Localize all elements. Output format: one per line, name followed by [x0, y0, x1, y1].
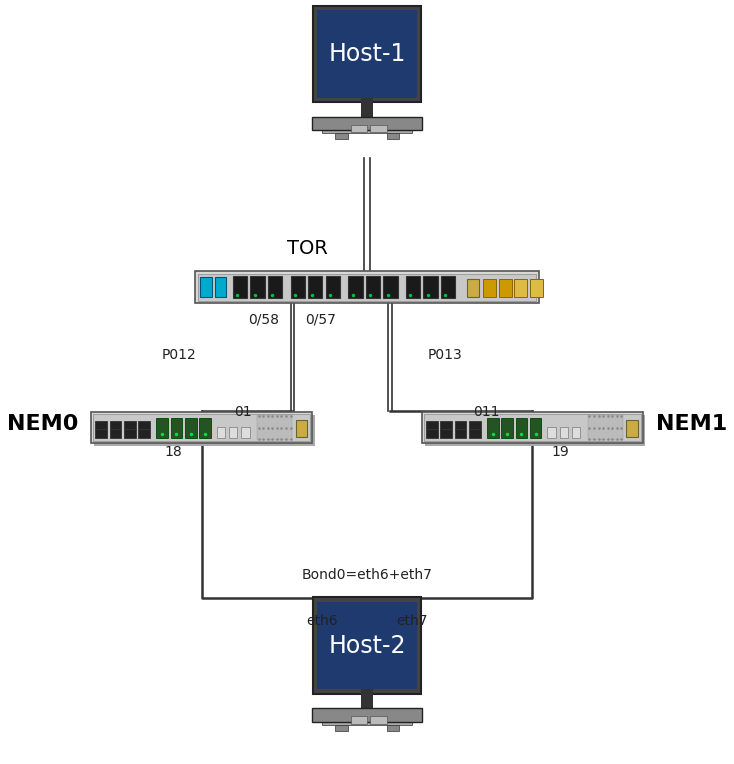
Bar	[515, 418, 527, 438]
Bar	[572, 427, 581, 438]
FancyBboxPatch shape	[422, 412, 643, 443]
Bar	[469, 420, 481, 429]
Bar	[257, 415, 292, 440]
Bar	[383, 277, 398, 298]
Bar	[348, 277, 363, 298]
FancyBboxPatch shape	[317, 11, 418, 98]
Text: NEM0: NEM0	[7, 414, 79, 434]
Bar	[559, 427, 568, 438]
Bar	[308, 277, 322, 298]
Bar	[326, 277, 340, 298]
Bar	[229, 427, 237, 438]
Bar	[469, 429, 481, 438]
Bar	[156, 418, 168, 438]
Bar	[487, 418, 498, 438]
Bar	[170, 418, 182, 438]
Text: 011: 011	[473, 406, 500, 419]
Bar	[361, 98, 373, 117]
FancyBboxPatch shape	[312, 117, 422, 130]
Bar	[530, 418, 542, 438]
Bar	[138, 429, 150, 438]
Bar	[124, 420, 136, 429]
Bar	[291, 277, 305, 298]
Bar	[626, 419, 638, 437]
FancyBboxPatch shape	[313, 6, 421, 102]
Bar	[233, 277, 247, 298]
Text: 01: 01	[234, 406, 252, 419]
FancyBboxPatch shape	[425, 415, 645, 446]
Bar	[424, 414, 641, 441]
Bar	[138, 420, 150, 429]
Bar	[185, 418, 197, 438]
FancyBboxPatch shape	[313, 597, 421, 694]
Bar	[440, 420, 452, 429]
Bar	[371, 125, 387, 132]
Bar	[440, 429, 452, 438]
Text: eth7: eth7	[396, 614, 428, 628]
Bar	[296, 419, 308, 437]
Bar	[515, 279, 527, 296]
Bar	[95, 420, 107, 429]
Bar	[426, 429, 437, 438]
Bar	[250, 277, 265, 298]
FancyBboxPatch shape	[94, 415, 315, 446]
FancyBboxPatch shape	[321, 715, 413, 724]
Bar	[587, 415, 623, 440]
Bar	[441, 277, 455, 298]
Text: Bond0=eth6+eth7: Bond0=eth6+eth7	[302, 568, 432, 582]
Bar	[454, 420, 466, 429]
Bar	[109, 429, 121, 438]
Text: 19: 19	[552, 445, 570, 458]
Text: Host-2: Host-2	[328, 633, 406, 658]
Bar	[498, 279, 512, 296]
Bar	[426, 420, 437, 429]
Bar	[371, 717, 387, 724]
Bar	[268, 277, 282, 298]
Bar	[351, 125, 367, 132]
Bar	[351, 717, 367, 724]
Text: TOR: TOR	[287, 239, 328, 258]
Text: Host-1: Host-1	[328, 42, 406, 66]
Bar	[95, 429, 107, 438]
Bar	[361, 689, 373, 708]
FancyBboxPatch shape	[195, 271, 539, 303]
Bar	[335, 724, 348, 730]
FancyBboxPatch shape	[321, 124, 413, 133]
Bar	[366, 277, 380, 298]
Text: 18: 18	[164, 445, 182, 458]
Bar	[387, 133, 399, 139]
Bar	[93, 414, 310, 441]
Text: 0/57: 0/57	[305, 312, 336, 327]
Bar	[198, 274, 537, 301]
Bar	[200, 277, 212, 297]
FancyBboxPatch shape	[92, 412, 312, 443]
Text: P013: P013	[427, 348, 462, 362]
Bar	[548, 427, 556, 438]
Bar	[109, 420, 121, 429]
Bar	[483, 279, 496, 296]
Text: P012: P012	[161, 348, 197, 362]
Bar	[530, 279, 542, 296]
Bar	[424, 277, 437, 298]
Bar	[241, 427, 250, 438]
Bar	[387, 724, 399, 730]
Bar	[214, 277, 226, 297]
Bar	[217, 427, 225, 438]
Bar	[467, 279, 479, 296]
Bar	[501, 418, 513, 438]
Text: 0/58: 0/58	[249, 312, 280, 327]
Bar	[124, 429, 136, 438]
FancyBboxPatch shape	[317, 602, 418, 689]
Bar	[335, 133, 348, 139]
Bar	[454, 429, 466, 438]
Bar	[406, 277, 421, 298]
FancyBboxPatch shape	[312, 708, 422, 722]
Text: NEM1: NEM1	[655, 414, 727, 434]
Bar	[199, 418, 211, 438]
Text: eth6: eth6	[306, 614, 338, 628]
